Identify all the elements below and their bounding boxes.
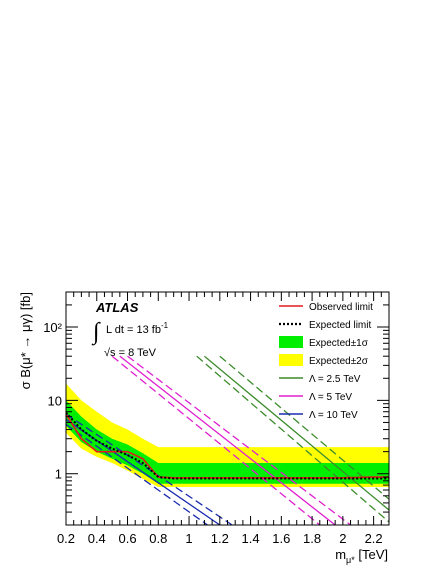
legend-expected-1-swatch (279, 336, 303, 348)
energy-label: √s = 8 TeV (104, 347, 157, 359)
lumi-label: L dt = 13 fb-1 (106, 321, 169, 336)
legend-expected-2-swatch (279, 354, 303, 366)
theory-5-tev-lower (111, 355, 321, 525)
y-tick-label: 1 (55, 467, 62, 482)
x-axis-title-unit: [TeV] (355, 547, 388, 562)
legend-expected-limit-label: Expected limit (309, 320, 371, 331)
theory-2-5-tev-lower (196, 355, 389, 523)
x-tick-label: 1.2 (211, 531, 229, 546)
atlas-label: ATLAS (95, 300, 139, 315)
series-expected-limit (66, 411, 389, 480)
x-tick-label: 1.8 (303, 531, 321, 546)
x-tick-label: 0.6 (118, 531, 136, 546)
legend: Observed limit Expected limit Expected±1σ E… (279, 302, 373, 421)
theory-2-5-tev-central (204, 355, 389, 511)
x-tick-label: 2 (339, 531, 346, 546)
y-tick-label: 10 (48, 393, 62, 408)
y-tick-label: 10² (43, 320, 62, 335)
legend-2-5-tev-label: Λ = 2.5 TeV (309, 374, 361, 385)
x-tick-label: 0.2 (57, 531, 75, 546)
legend-10-tev-label: Λ = 10 TeV (309, 410, 358, 421)
theory-2-5-tev-upper (219, 355, 389, 500)
x-axis-title-m: m (335, 547, 346, 562)
x-axis-title-sub: μ* (346, 555, 355, 565)
theory-10-tev-lower (66, 423, 208, 525)
x-tick-label: 1.4 (242, 531, 260, 546)
theory-10-tev-central (66, 418, 221, 525)
legend-expected-2-label: Expected±2σ (309, 356, 369, 367)
x-tick-label: 0.4 (88, 531, 106, 546)
theory-10-tev-upper (66, 413, 233, 525)
theory-5-tev-central (119, 355, 336, 525)
legend-expected-1-label: Expected±1σ (309, 338, 369, 349)
x-tick-label: 1.6 (272, 531, 290, 546)
x-tick-label: 2.2 (365, 531, 383, 546)
x-axis-title: mμ* [TeV] (335, 547, 388, 565)
theory-5-tev-upper (127, 355, 351, 525)
y-axis-title: σ B(μ* → μγ) [fb] (18, 292, 33, 389)
legend-observed-limit-label: Observed limit (309, 302, 373, 313)
lumi-exponent: -1 (161, 321, 169, 330)
x-tick-label: 1 (185, 531, 192, 546)
lumi-prefix: L dt = 13 fb (106, 324, 161, 336)
legend-5-tev-label: Λ = 5 TeV (309, 392, 352, 403)
integral-sign: ∫ (91, 319, 101, 346)
x-tick-label: 0.8 (149, 531, 167, 546)
